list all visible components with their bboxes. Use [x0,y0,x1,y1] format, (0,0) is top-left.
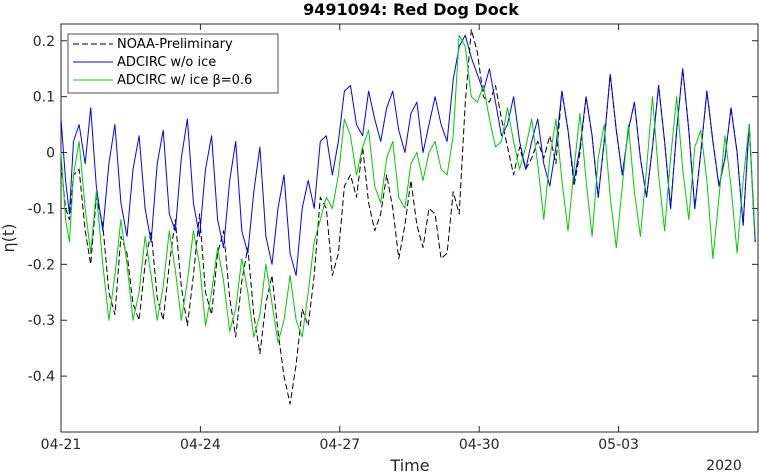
y-axis-title: η(t) [0,224,18,253]
x-tick-label: 04-24 [180,437,221,453]
y-tick-label: 0.1 [33,90,55,106]
series-layer [60,29,756,405]
x-axis-title: Time [389,456,429,474]
y-tick-label: -0.1 [28,201,55,217]
y-tick-label: 0 [46,146,55,162]
legend-label-adcirc-no-ice: ADCIRC w/o ice [117,55,216,70]
x-axis-year-label: 2020 [706,458,742,474]
y-axis: 0.2 0.1 0 -0.1 -0.2 -0.3 -0.4 [28,34,758,385]
y-tick-label: -0.4 [28,369,55,385]
legend-label-noaa: NOAA-Preliminary [117,37,233,52]
x-tick-label: 04-27 [319,437,360,453]
chart-title: 9491094: Red Dog Dock [303,0,519,19]
legend: NOAA-Preliminary ADCIRC w/o ice ADCIRC w… [67,33,279,94]
y-tick-label: 0.2 [33,34,55,50]
x-tick-label: 05-03 [598,437,639,453]
y-tick-label: -0.2 [28,257,55,273]
x-axis: 04-21 04-24 04-27 04-30 05-03 [41,24,639,453]
legend-label-adcirc-ice: ADCIRC w/ ice β=0.6 [117,73,252,88]
x-tick-label: 04-30 [459,437,500,453]
series-line-adcirc-no-ice [60,34,756,276]
series-line-adcirc-ice [60,34,756,344]
y-tick-label: -0.3 [28,313,55,329]
x-tick-label: 04-21 [41,437,82,453]
